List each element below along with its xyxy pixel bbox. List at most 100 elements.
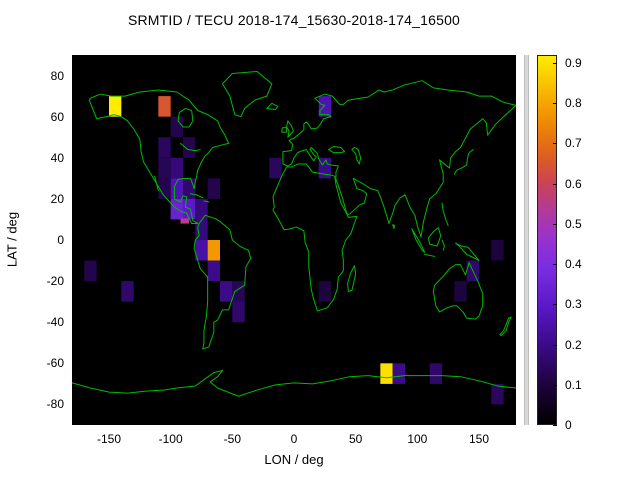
map-plot-area: [72, 55, 516, 425]
heatmap-cell: [195, 219, 208, 240]
coast-new-guinea: [456, 243, 479, 260]
x-tick-label: -100: [158, 432, 183, 446]
colorbar-tick-mark: [553, 264, 557, 266]
x-tick-label: -150: [96, 432, 122, 446]
y-tick-label: 0: [57, 233, 64, 247]
heatmap-cell: [121, 281, 134, 302]
coast-uk: [287, 121, 294, 137]
heatmap-cell: [183, 137, 196, 158]
heatmap-cell: [491, 383, 504, 405]
colorbar-tick-label: 0.6: [565, 176, 582, 191]
coast-black-sea: [329, 146, 345, 152]
colorbar-tick-label: 0.8: [565, 96, 582, 111]
coast-hispaniola: [204, 201, 209, 202]
colorbar-tick-label: 0.5: [565, 216, 582, 231]
heatmap-cell: [318, 281, 331, 302]
coast-borneo: [428, 228, 440, 247]
colorbar-tick-mark: [553, 223, 557, 225]
colorbar-tick-label: 0: [565, 418, 572, 432]
heatmap-cell: [158, 157, 171, 179]
heatmap-cell: [220, 281, 233, 302]
coast-sri-lanka: [393, 225, 395, 229]
coast-sulawesi: [442, 240, 444, 250]
coast-madagascar: [348, 266, 356, 292]
coast-baja: [155, 176, 159, 190]
world-map: [72, 55, 516, 425]
heatmap-cell: [84, 260, 97, 282]
colorbar-tick-label: 0.2: [565, 337, 582, 352]
heatmap-cell: [180, 218, 190, 224]
coast-africa: [273, 164, 357, 311]
coast-antarctica: [72, 371, 516, 397]
heatmap-cell: [232, 301, 245, 323]
colorbar-tick-mark: [553, 304, 557, 306]
coast-philippines: [442, 203, 448, 226]
colorbar-tick-mark: [553, 384, 557, 386]
heatmap-cell: [158, 178, 171, 199]
y-tick-label: -80: [46, 397, 64, 412]
heatmap-cell: [158, 137, 171, 158]
y-tick-label: -40: [46, 315, 64, 330]
x-tick-label: 100: [407, 432, 428, 446]
coast-cuba: [190, 194, 202, 198]
coast-north-america: [89, 90, 228, 224]
coast-hudson-bay: [178, 108, 193, 127]
colorbar-tick-label: 0.1: [565, 377, 582, 392]
coastlines: [72, 71, 516, 396]
heatmap-cell: [392, 363, 405, 384]
heatmap-cell: [491, 240, 504, 261]
colorbar-tick-mark: [553, 143, 557, 145]
coast-eurasia: [283, 81, 516, 237]
heatmap-cell: [318, 96, 331, 117]
heatmap-cell: [170, 116, 183, 138]
coast-south-america: [194, 215, 251, 349]
coast-greenland: [222, 71, 271, 116]
colorbar: [537, 55, 557, 425]
colorbar-tick-label: 0.3: [565, 297, 582, 312]
heatmap-cell: [207, 178, 220, 199]
y-tick-label: 20: [50, 191, 64, 206]
coast-sumatra: [412, 229, 425, 253]
colorbar-tick-mark: [553, 344, 557, 346]
heatmap-cell: [195, 240, 208, 261]
y-axis-label: LAT / deg: [4, 211, 20, 268]
colorbar-tick-mark: [553, 425, 557, 426]
heatmap-cell: [170, 178, 183, 199]
colorbar-tick-mark: [553, 63, 557, 65]
heatmap-cell: [207, 240, 220, 261]
x-tick-label: 0: [290, 432, 298, 446]
y-tick-label: -60: [46, 356, 64, 371]
heatmap-cell: [454, 281, 467, 302]
colorbar-tick-mark: [553, 103, 557, 105]
y-tick-label: 80: [50, 68, 64, 83]
heatmap-cell: [429, 363, 442, 384]
colorbar-tick-mark: [553, 183, 557, 185]
chart-title: SRMTID / TECU 2018-174_15630-2018-174_16…: [127, 12, 461, 28]
heatmap-cell: [269, 157, 282, 179]
coast-java: [425, 254, 435, 256]
coast-iceland: [267, 103, 278, 109]
heatmap-cell: [109, 96, 122, 117]
map-background: [72, 55, 516, 425]
heatmap-cell: [170, 157, 183, 179]
heatmap-cell: [232, 281, 245, 302]
heatmap-cell: [207, 260, 220, 282]
heatmap-cell: [195, 198, 208, 220]
heatmap-cells: [84, 96, 504, 405]
y-tick-label: -20: [46, 274, 64, 289]
x-axis-label: LON / deg: [264, 452, 324, 467]
coast-japan: [454, 150, 473, 175]
y-tick-label: 60: [50, 109, 64, 124]
heatmap-cell: [380, 363, 393, 384]
x-tick-label: 150: [468, 432, 490, 446]
heatmap-cell: [318, 157, 331, 179]
y-tick-label: 40: [50, 150, 64, 165]
coast-ireland: [282, 127, 287, 132]
colorbar-tick-label: 0.7: [565, 136, 582, 151]
coast-new-zealand: [500, 317, 511, 336]
x-tick-label: -50: [223, 432, 241, 446]
colorbar-tick-label: 0.4: [565, 257, 582, 272]
colorbar-tick-label: 0.9: [565, 56, 582, 71]
heatmap-cell: [158, 96, 171, 117]
